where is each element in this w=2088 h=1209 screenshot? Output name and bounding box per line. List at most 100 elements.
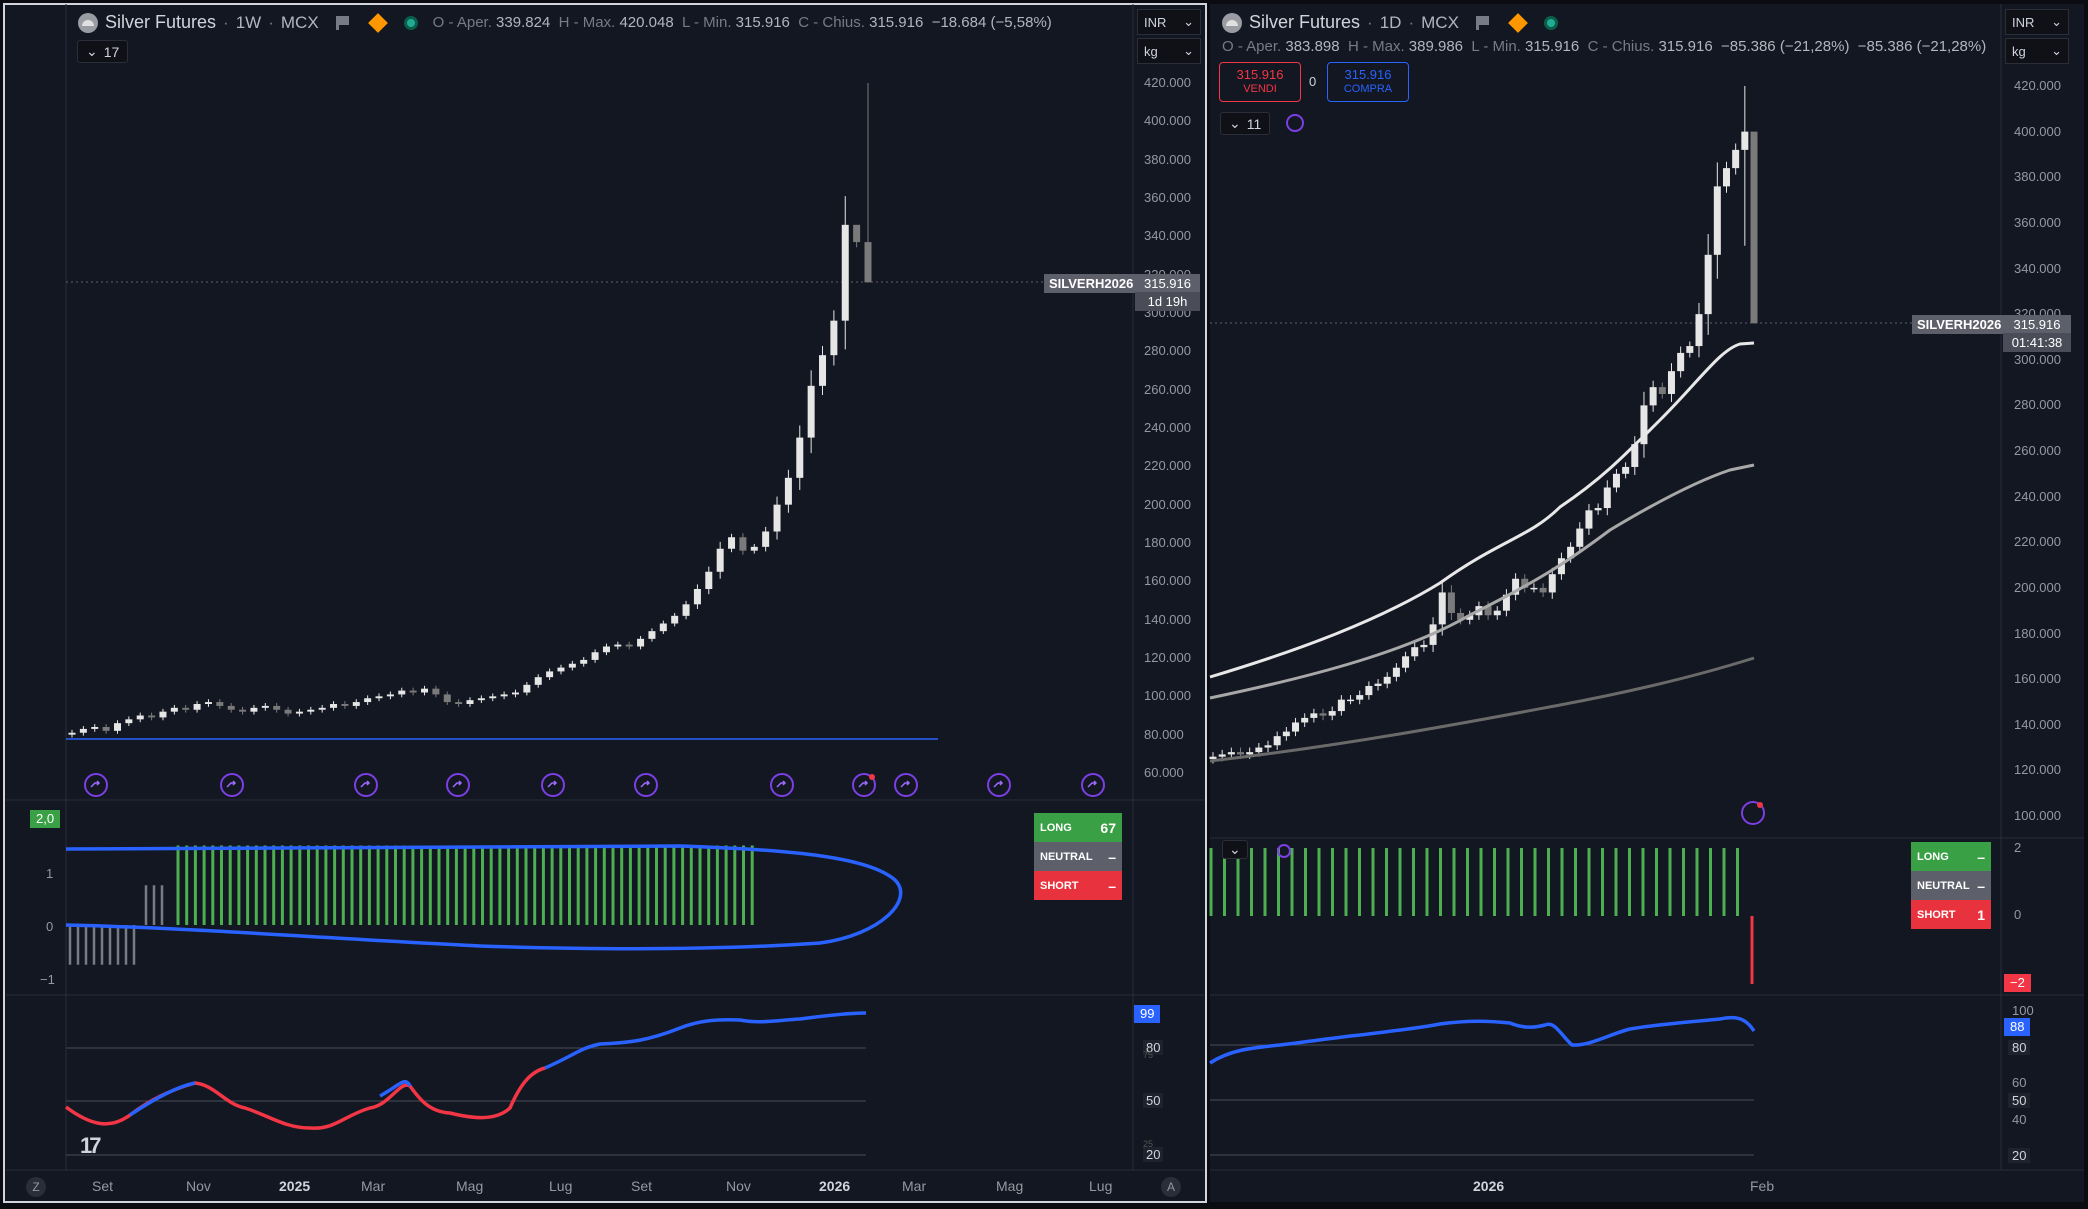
- flag-icon[interactable]: [335, 15, 350, 30]
- event-marker-icon: [852, 773, 876, 797]
- left-osc2-tick: 50: [1143, 1093, 1164, 1108]
- time-tick-label: Mar: [902, 1178, 927, 1194]
- candle-body: [432, 688, 440, 695]
- right-osc-toggle[interactable]: ⌄: [1222, 840, 1248, 859]
- price-tick-label: 280.000: [1144, 343, 1191, 359]
- candle-body: [341, 704, 349, 706]
- left-unit-select[interactable]: kg ⌄: [1137, 38, 1201, 64]
- long-row: LONG 67: [1034, 813, 1122, 842]
- right-pane-bg: [1210, 4, 2084, 1202]
- candle-body: [728, 537, 736, 549]
- left-osc1-tick: 1: [46, 866, 54, 881]
- sell-button[interactable]: 315.916 VENDI: [1219, 62, 1301, 102]
- event-marker-icon: [84, 773, 108, 797]
- interval-label[interactable]: 1D: [1379, 12, 1402, 32]
- candle-body: [1356, 695, 1364, 700]
- left-countdown-tag: 1d 19h: [1135, 292, 1200, 311]
- price-tick-label: 100.000: [2014, 808, 2061, 823]
- candle-body: [1402, 656, 1410, 668]
- price-tick-label: 400.000: [1144, 113, 1191, 129]
- right-last-symbol-tag: SILVERH2026: [1912, 315, 2007, 334]
- osc2-line-bull: [129, 1080, 412, 1117]
- price-tick-label: 340.000: [2014, 260, 2061, 276]
- left-osc2-minor-tick: 75: [1143, 1050, 1154, 1060]
- candle-body: [614, 644, 622, 647]
- tradingview-logo-icon[interactable]: 17: [80, 1133, 102, 1158]
- candle-body: [273, 705, 281, 710]
- candle-body: [1374, 683, 1382, 686]
- candle-body: [386, 694, 394, 697]
- candle-body: [534, 677, 542, 685]
- event-marker-icon: [1081, 773, 1105, 797]
- time-tick-label: 2025: [279, 1178, 311, 1194]
- left-currency-select[interactable]: INR ⌄: [1137, 9, 1201, 35]
- candle-body: [68, 732, 76, 735]
- symbol-name[interactable]: Silver Futures: [1249, 12, 1361, 32]
- right-osc1-tick: 0: [2014, 907, 2022, 922]
- event-arrow-icon: [858, 780, 869, 788]
- price-tick-label: 160.000: [2014, 671, 2061, 687]
- right-countdown-tag: 01:41:38: [2003, 333, 2071, 352]
- candle-body: [159, 711, 167, 718]
- candle-body: [375, 696, 383, 699]
- candle-body: [1576, 528, 1584, 547]
- candle-body: [671, 615, 679, 624]
- candle-body: [1310, 713, 1318, 718]
- candle-body: [1704, 254, 1712, 315]
- candle-body: [716, 548, 724, 572]
- right-currency-select[interactable]: INR ⌄: [2005, 9, 2069, 35]
- candle-body: [204, 702, 212, 704]
- long-row: LONG –: [1911, 842, 1991, 871]
- candle-body: [1741, 131, 1749, 150]
- time-tick-label: Mar: [361, 1178, 386, 1194]
- price-tick-label: 100.000: [1144, 688, 1191, 704]
- chevron-down-icon: ⌄: [1183, 43, 1194, 58]
- candle-body: [91, 727, 99, 729]
- zoom-reset-button[interactable]: Z: [26, 1177, 46, 1197]
- right-indicators-toggle[interactable]: ⌄ 11: [1220, 112, 1271, 135]
- candle-body: [853, 224, 861, 243]
- price-tick-label: 280.000: [2014, 397, 2061, 413]
- symbol-name[interactable]: Silver Futures: [105, 12, 217, 32]
- event-marker-icon: [1741, 801, 1765, 825]
- event-marker-icon: [634, 773, 658, 797]
- left-legend: Silver Futures · 1W · MCX O - Aper. 339.…: [78, 12, 1052, 33]
- right-legend: Silver Futures · 1D · MCX: [1222, 12, 1558, 33]
- left-indicators-toggle[interactable]: ⌄ 17: [77, 40, 129, 63]
- diamond-icon[interactable]: [1508, 12, 1528, 33]
- price-tick-label: 200.000: [1144, 496, 1191, 512]
- price-tick-label: 220.000: [1144, 458, 1191, 474]
- candle-body: [568, 663, 576, 668]
- auto-scale-button[interactable]: A: [1161, 1177, 1181, 1197]
- right-unit-select[interactable]: kg ⌄: [2005, 38, 2069, 64]
- candle-body: [807, 385, 815, 438]
- flag-icon[interactable]: [1475, 15, 1490, 30]
- buy-button[interactable]: 315.916 COMPRA: [1327, 62, 1409, 102]
- right-osc2-tick: 20: [2008, 1148, 2031, 1163]
- candle-body: [318, 707, 326, 710]
- candle-body: [1677, 352, 1685, 372]
- event-arrow-icon: [776, 780, 787, 788]
- ohlc-readout: O - Aper. 339.824 H - Max. 420.048 L - M…: [432, 14, 1052, 31]
- price-tick-label: 340.000: [1144, 228, 1191, 244]
- candle-body: [625, 644, 633, 647]
- candle-body: [1557, 558, 1565, 575]
- time-tick-label: Nov: [186, 1178, 211, 1194]
- candle-body: [182, 707, 190, 710]
- osc2-line-bull: [544, 1011, 867, 1070]
- event-alert-dot: [869, 774, 875, 780]
- candle-body: [1237, 752, 1245, 755]
- candle-body: [1713, 186, 1721, 255]
- price-tick-label: 160.000: [1144, 573, 1191, 589]
- sync-icon[interactable]: [1286, 114, 1304, 132]
- time-tick-label: Mag: [456, 1178, 484, 1194]
- osc2-line: [1209, 1015, 1756, 1065]
- price-tick-label: 200.000: [2014, 579, 2061, 595]
- price-tick-label: 180.000: [1144, 535, 1191, 550]
- left-osc1-tick: 0: [46, 919, 54, 934]
- candle-body: [762, 531, 770, 547]
- diamond-icon[interactable]: [367, 12, 388, 33]
- interval-label[interactable]: 1W: [235, 12, 262, 32]
